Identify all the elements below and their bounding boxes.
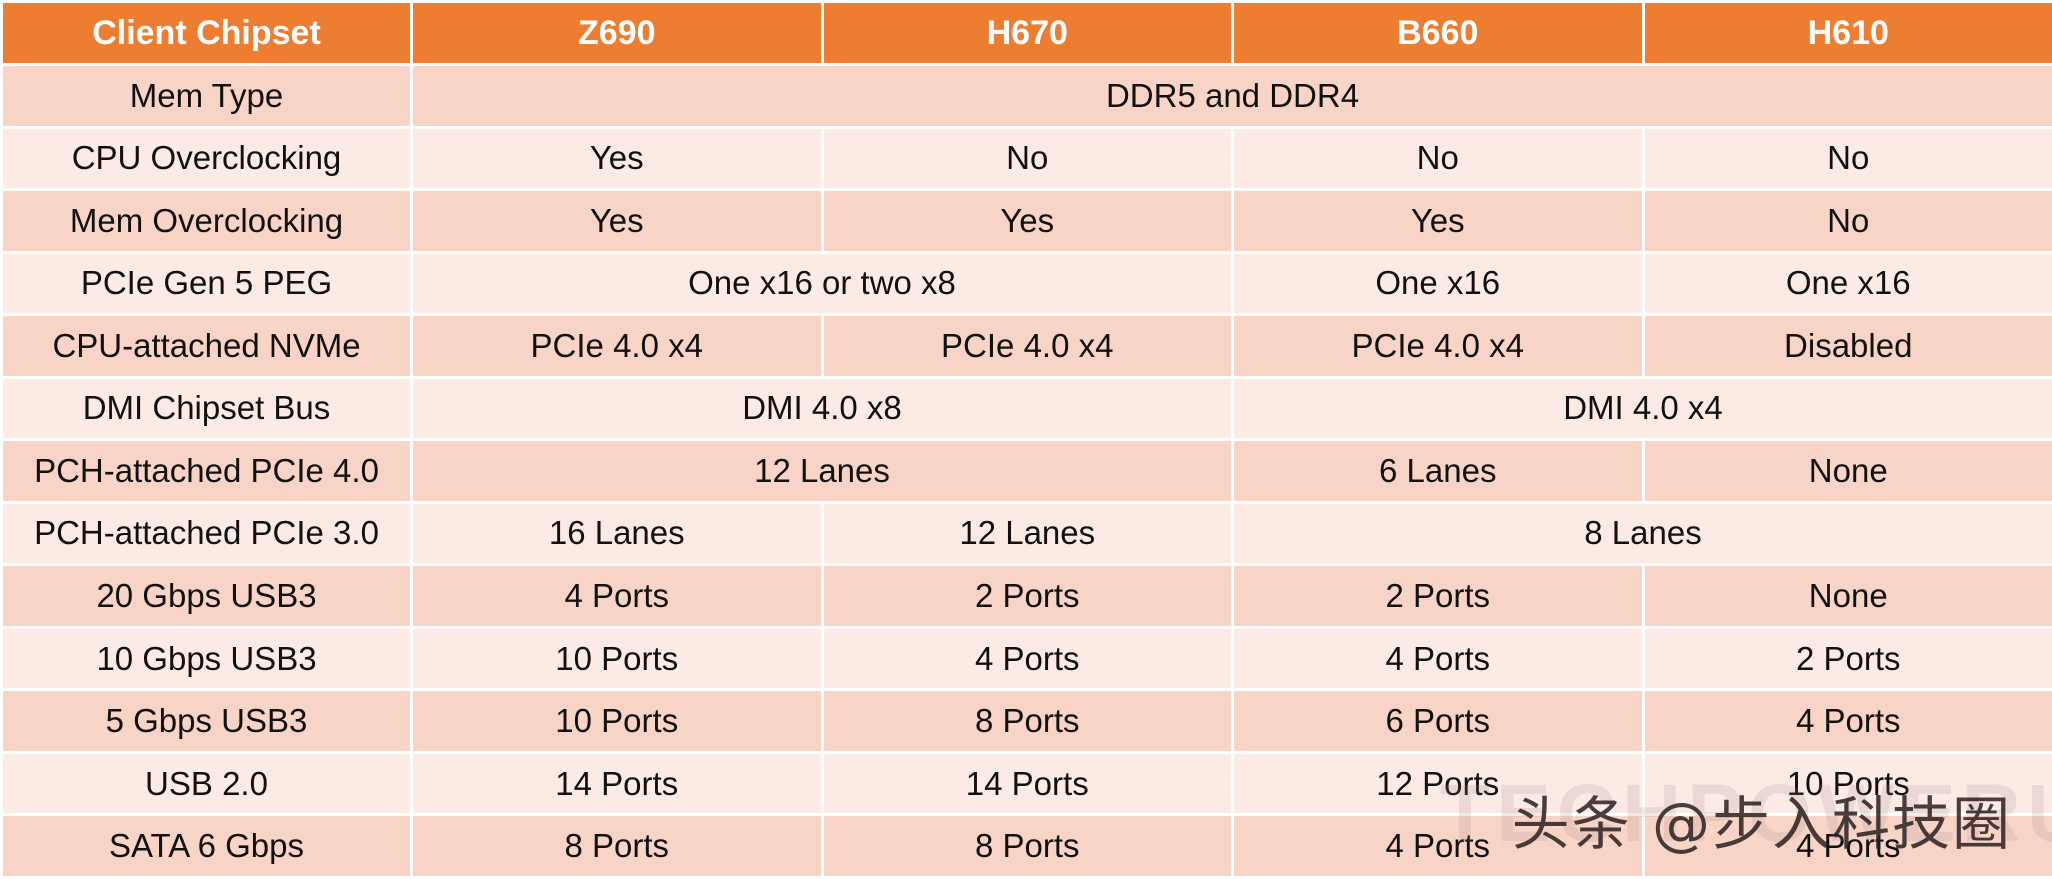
table-cell: 2 Ports xyxy=(1641,625,2052,692)
table-row: Mem Overclocking Yes Yes Yes No xyxy=(0,188,2052,254)
header-chipset-h610: H610 xyxy=(1641,0,2052,66)
row-label: SATA 6 Gbps xyxy=(0,813,413,879)
table-cell: 6 Lanes xyxy=(1231,438,1645,504)
table-row: 20 Gbps USB3 4 Ports 2 Ports 2 Ports None xyxy=(0,563,2052,629)
table-cell: 14 Ports xyxy=(410,750,824,817)
table-cell: PCIe 4.0 x4 xyxy=(820,313,1234,379)
table-row: PCIe Gen 5 PEG One x16 or two x8 One x16 On… xyxy=(0,250,2052,317)
table-cell: 10 Ports xyxy=(410,688,824,754)
table-cell: 14 Ports xyxy=(820,750,1234,817)
table-cell: 4 Ports xyxy=(1641,688,2052,754)
table-row: SATA 6 Gbps 8 Ports 8 Ports 4 Ports 4 Ports xyxy=(0,813,2052,879)
table-cell: 4 Ports xyxy=(1641,813,2052,879)
table-cell: One x16 or two x8 xyxy=(410,250,1234,317)
table-cell: DMI 4.0 x8 xyxy=(410,375,1234,442)
table-cell: Yes xyxy=(410,125,824,192)
table-cell: One x16 xyxy=(1641,250,2052,317)
table-cell: One x16 xyxy=(1231,250,1645,317)
table-row: PCH-attached PCIe 3.0 16 Lanes 12 Lanes 8 L… xyxy=(0,500,2052,567)
table-cell: 8 Ports xyxy=(820,813,1234,879)
table-cell: 4 Ports xyxy=(1231,625,1645,692)
table-cell: 4 Ports xyxy=(410,563,824,629)
table-row: USB 2.0 14 Ports 14 Ports 12 Ports 10 Ports xyxy=(0,750,2052,817)
table-cell: DMI 4.0 x4 xyxy=(1231,375,2052,442)
table-row: 5 Gbps USB3 10 Ports 8 Ports 6 Ports 4 Ports xyxy=(0,688,2052,754)
table-cell: No xyxy=(820,125,1234,192)
row-label: CPU Overclocking xyxy=(0,125,413,192)
table-cell: 16 Lanes xyxy=(410,500,824,567)
table-cell: DDR5 and DDR4 xyxy=(410,63,2052,129)
table-row: CPU Overclocking Yes No No No xyxy=(0,125,2052,192)
table-cell: PCIe 4.0 x4 xyxy=(1231,313,1645,379)
row-label: PCIe Gen 5 PEG xyxy=(0,250,413,317)
table-cell: None xyxy=(1641,438,2052,504)
row-label: PCH-attached PCIe 4.0 xyxy=(0,438,413,504)
header-chipset-z690: Z690 xyxy=(410,0,824,66)
row-label: Mem Type xyxy=(0,63,413,129)
table-body: Mem Type DDR5 and DDR4 CPU Overclocking Yes… xyxy=(0,63,2052,879)
row-label: 5 Gbps USB3 xyxy=(0,688,413,754)
table-cell: No xyxy=(1641,125,2052,192)
table-cell: 10 Ports xyxy=(1641,750,2052,817)
table-row: Mem Type DDR5 and DDR4 xyxy=(0,63,2052,129)
header-row: Client Chipset Z690 H670 B660 H610 xyxy=(0,0,2052,66)
table-cell: 8 Lanes xyxy=(1231,500,2052,567)
table-cell: 8 Ports xyxy=(410,813,824,879)
table-cell: 12 Ports xyxy=(1231,750,1645,817)
table-cell: Yes xyxy=(1231,188,1645,254)
row-label: Mem Overclocking xyxy=(0,188,413,254)
header-label-column: Client Chipset xyxy=(0,0,413,66)
table-cell: Yes xyxy=(820,188,1234,254)
table-cell: None xyxy=(1641,563,2052,629)
header-chipset-h670: H670 xyxy=(820,0,1234,66)
table-row: PCH-attached PCIe 4.0 12 Lanes 6 Lanes None xyxy=(0,438,2052,504)
table-cell: 10 Ports xyxy=(410,625,824,692)
table-cell: Disabled xyxy=(1641,313,2052,379)
table-row: DMI Chipset Bus DMI 4.0 x8 DMI 4.0 x4 xyxy=(0,375,2052,442)
table-cell: No xyxy=(1231,125,1645,192)
row-label: PCH-attached PCIe 3.0 xyxy=(0,500,413,567)
table-header: Client Chipset Z690 H670 B660 H610 xyxy=(0,0,2052,66)
table-cell: 4 Ports xyxy=(820,625,1234,692)
table-cell: 12 Lanes xyxy=(410,438,1234,504)
table-cell: 6 Ports xyxy=(1231,688,1645,754)
table-row: CPU-attached NVMe PCIe 4.0 x4 PCIe 4.0 x4 P… xyxy=(0,313,2052,379)
table-cell: No xyxy=(1641,188,2052,254)
row-label: CPU-attached NVMe xyxy=(0,313,413,379)
table-cell: Yes xyxy=(410,188,824,254)
table-cell: 4 Ports xyxy=(1231,813,1645,879)
table-cell: 12 Lanes xyxy=(820,500,1234,567)
header-chipset-b660: B660 xyxy=(1231,0,1645,66)
table-cell: 8 Ports xyxy=(820,688,1234,754)
table-cell: PCIe 4.0 x4 xyxy=(410,313,824,379)
table-cell: 2 Ports xyxy=(820,563,1234,629)
row-label: USB 2.0 xyxy=(0,750,413,817)
row-label: DMI Chipset Bus xyxy=(0,375,413,442)
row-label: 20 Gbps USB3 xyxy=(0,563,413,629)
row-label: 10 Gbps USB3 xyxy=(0,625,413,692)
table-row: 10 Gbps USB3 10 Ports 4 Ports 4 Ports 2 Port… xyxy=(0,625,2052,692)
table-cell: 2 Ports xyxy=(1231,563,1645,629)
